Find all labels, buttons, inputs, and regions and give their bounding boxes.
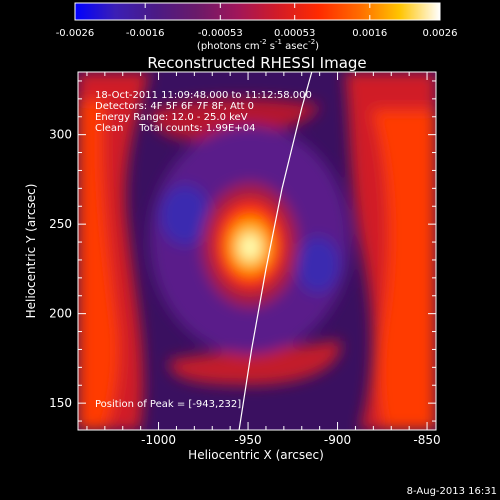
- x-tick-label: -950: [234, 433, 261, 447]
- info-line-detectors: Detectors: 4F 5F 6F 7F 8F, Att 0: [95, 101, 254, 112]
- x-tick-label: -900: [324, 433, 351, 447]
- x-tick-labels: -1000 -950 -900 -850: [141, 433, 441, 447]
- peak-position-label: Position of Peak = [-943,232]: [95, 399, 241, 410]
- y-tick-label: 250: [49, 217, 72, 231]
- y-tick-label: 150: [49, 396, 72, 410]
- footer-date: 8-Aug-2013 16:31: [407, 486, 497, 497]
- source-peak: [239, 233, 261, 261]
- heatmap-blobs: [78, 72, 436, 430]
- band-top: [150, 98, 320, 140]
- colorbar-bar: [74, 2, 441, 21]
- x-tick-label: -1000: [141, 433, 176, 447]
- heatmap-area: [78, 72, 436, 430]
- plot-frame: [77, 71, 437, 431]
- y-axis-label: Heliocentric Y (arcsec): [24, 184, 38, 319]
- info-line-energy: Energy Range: 12.0 - 25.0 keV: [95, 112, 248, 123]
- colorbar: -0.0026 -0.0016 -0.00053 0.00053 0.0016 0.002…: [56, 2, 458, 52]
- y-tick-labels: 150 200 250 300: [49, 128, 72, 411]
- x-axis-label: Heliocentric X (arcsec): [188, 448, 324, 462]
- colorbar-tick-label: -0.00053: [198, 28, 243, 39]
- info-line-time: 18-Oct-2011 11:09:48.000 to 11:12:58.000: [95, 90, 312, 101]
- colorbar-tick-label: -0.0026: [56, 28, 95, 39]
- colorbar-tick-label: -0.0016: [126, 28, 165, 39]
- axis-ticks: [78, 72, 436, 430]
- blue-lobe-right: [296, 237, 340, 293]
- y-tick-label: 200: [49, 307, 72, 321]
- info-block: 18-Oct-2011 11:09:48.000 to 11:12:58.000…: [95, 90, 312, 134]
- solar-limb-line: [238, 72, 313, 430]
- info-line-clean: Clean Total counts: 1.99E+04: [95, 123, 255, 134]
- colorbar-unit-label: (photons cm-2 s-1 asec-2): [197, 38, 319, 52]
- band-bottom: [169, 340, 341, 385]
- colorbar-tick-label: 0.0026: [423, 28, 458, 39]
- colorbar-ticks: -0.0026 -0.0016 -0.00053 0.00053 0.0016 0.002…: [56, 3, 458, 39]
- y-tick-label: 300: [49, 128, 72, 142]
- blue-lobe-left: [160, 185, 210, 245]
- colorbar-tick-label: 0.00053: [274, 28, 315, 39]
- band-left-core: [78, 100, 119, 430]
- chart-title: Reconstructed RHESSI Image: [147, 54, 366, 72]
- x-tick-label: -850: [413, 433, 440, 447]
- band-right-core: [372, 110, 436, 430]
- colorbar-tick-label: 0.0016: [352, 28, 387, 39]
